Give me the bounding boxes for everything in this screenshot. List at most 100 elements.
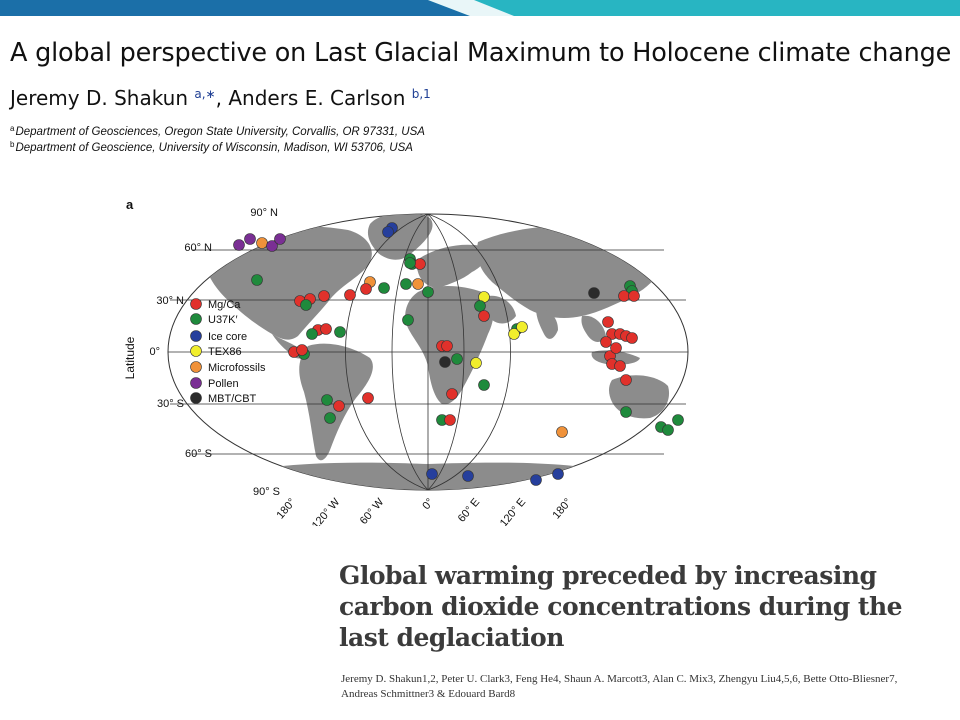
europe: [416, 244, 487, 288]
paper2-title-line: carbon dioxide concentrations during the: [339, 592, 903, 621]
proxy-site-marker: [274, 233, 286, 245]
proxy-site-marker: [318, 290, 330, 302]
proxy-site-marker: [404, 257, 416, 269]
paper1-header: A global perspective on Last Glacial Max…: [0, 16, 960, 166]
paper2-title: Global warming preceded by increasing ca…: [339, 560, 939, 653]
legend-item-uk37: U37K′: [190, 313, 238, 326]
legend-marker: [190, 330, 202, 342]
legend-marker: [190, 298, 202, 310]
proxy-site-marker: [333, 400, 345, 412]
proxy-site-marker: [400, 278, 412, 290]
lat-label: 30° N: [156, 295, 184, 307]
proxy-site-map-figure: a Latitude 90° N 60° N 30° N 0° 30° S 60…: [112, 184, 714, 526]
legend-item-pollen: Pollen: [190, 377, 239, 390]
proxy-site-marker: [233, 239, 245, 251]
proxy-site-marker: [324, 412, 336, 424]
southeast-asia: [581, 315, 606, 342]
proxy-site-marker: [600, 336, 612, 348]
lat-label: 0°: [149, 346, 160, 358]
proxy-site-marker: [422, 286, 434, 298]
proxy-site-marker: [451, 353, 463, 365]
proxy-site-marker: [244, 233, 256, 245]
proxy-site-marker: [414, 258, 426, 270]
legend-label: Mg/Ca: [208, 299, 241, 311]
meridian-120e: [427, 213, 511, 491]
proxy-site-marker: [672, 414, 684, 426]
proxy-site-marker: [378, 282, 390, 294]
lon-label: 180°: [274, 496, 298, 521]
lon-label: 0°: [420, 496, 436, 512]
proxy-site-marker: [662, 424, 674, 436]
affiliation-mark: b: [10, 140, 15, 149]
legend-item-mbt-cbt: MBT/CBT: [190, 392, 257, 405]
paper1-title: A global perspective on Last Glacial Max…: [10, 38, 952, 68]
proxy-site-marker: [478, 379, 490, 391]
proxy-site-marker: [516, 321, 528, 333]
proxy-site-marker: [439, 356, 451, 368]
legend-label: MBT/CBT: [208, 393, 257, 405]
legend-marker: [190, 345, 202, 357]
lon-label: 120° W: [310, 496, 343, 526]
proxy-site-marker: [462, 470, 474, 482]
proxy-site-marker: [256, 237, 268, 249]
affiliation-text: Department of Geosciences, Oregon State …: [15, 126, 425, 138]
map-legend: Mg/Ca U37K′ Ice core TEX86 Microfossils …: [190, 298, 266, 405]
proxy-site-marker: [620, 374, 632, 386]
legend-item-mgca: Mg/Ca: [190, 298, 241, 311]
lat-label: 90° S: [253, 486, 280, 498]
legend-marker: [190, 377, 202, 389]
paper2-authors-line: Andreas Schmittner3 & Edouard Bard8: [341, 688, 516, 700]
proxy-site-map: a Latitude 90° N 60° N 30° N 0° 30° S 60…: [123, 197, 689, 526]
lon-label: 60° W: [358, 496, 387, 526]
proxy-site-marker: [588, 287, 600, 299]
author-affiliation-mark[interactable]: b,1: [411, 87, 431, 101]
legend-item-microfossils: Microfossils: [190, 361, 266, 374]
affiliation-mark: a: [10, 124, 15, 133]
legend-label: Ice core: [208, 331, 247, 343]
legend-marker: [190, 361, 202, 373]
lat-label: 60° N: [184, 242, 212, 254]
author-name: Anders E. Carlson: [228, 86, 406, 110]
proxy-site-marker: [614, 360, 626, 372]
legend-label: Pollen: [208, 378, 239, 390]
north-america: [204, 226, 372, 340]
proxy-site-marker: [474, 300, 486, 312]
proxy-site-marker: [362, 392, 374, 404]
paper1-authors: Jeremy D. Shakun a,∗, Anders E. Carlson …: [10, 86, 431, 110]
proxy-site-marker: [446, 388, 458, 400]
author-affiliation-mark[interactable]: a,∗: [194, 87, 216, 101]
paper2-title-line: last deglaciation: [339, 623, 564, 652]
proxy-site-marker: [344, 289, 356, 301]
proxy-site-marker: [626, 332, 638, 344]
top-accent-bar: [0, 0, 960, 16]
lon-label: 180°: [550, 496, 574, 521]
proxy-site-marker: [444, 414, 456, 426]
proxy-site-marker: [441, 340, 453, 352]
proxy-site-marker: [296, 344, 308, 356]
proxy-site-marker: [628, 290, 640, 302]
indonesia: [591, 350, 640, 365]
proxy-site-marker: [478, 310, 490, 322]
proxy-site-marker: [610, 342, 622, 354]
proxy-site-marker: [508, 328, 520, 340]
legend-marker: [190, 392, 202, 404]
proxy-site-marker: [470, 357, 482, 369]
proxy-site-marker: [552, 468, 564, 480]
proxy-site-marker: [360, 283, 372, 295]
paper2-authors: Jeremy D. Shakun1,2, Peter U. Clark3, Fe…: [341, 672, 941, 702]
lat-label: 90° N: [250, 207, 278, 219]
proxy-site-markers: [233, 222, 684, 486]
meridian-120w: [345, 213, 429, 491]
proxy-site-marker: [266, 240, 278, 252]
lon-label: 120° E: [498, 496, 529, 526]
legend-label: Microfossils: [208, 362, 266, 374]
proxy-site-marker: [306, 328, 318, 340]
affiliation-b: bDepartment of Geoscience, University of…: [10, 140, 413, 154]
author-name: Jeremy D. Shakun: [10, 86, 189, 110]
proxy-site-marker: [602, 316, 614, 328]
proxy-site-marker: [426, 468, 438, 480]
proxy-site-marker: [300, 299, 312, 311]
lat-label: 60° S: [185, 448, 212, 460]
paper2-authors-line: Jeremy D. Shakun1,2, Peter U. Clark3, Fe…: [341, 673, 898, 685]
proxy-site-marker: [382, 226, 394, 238]
